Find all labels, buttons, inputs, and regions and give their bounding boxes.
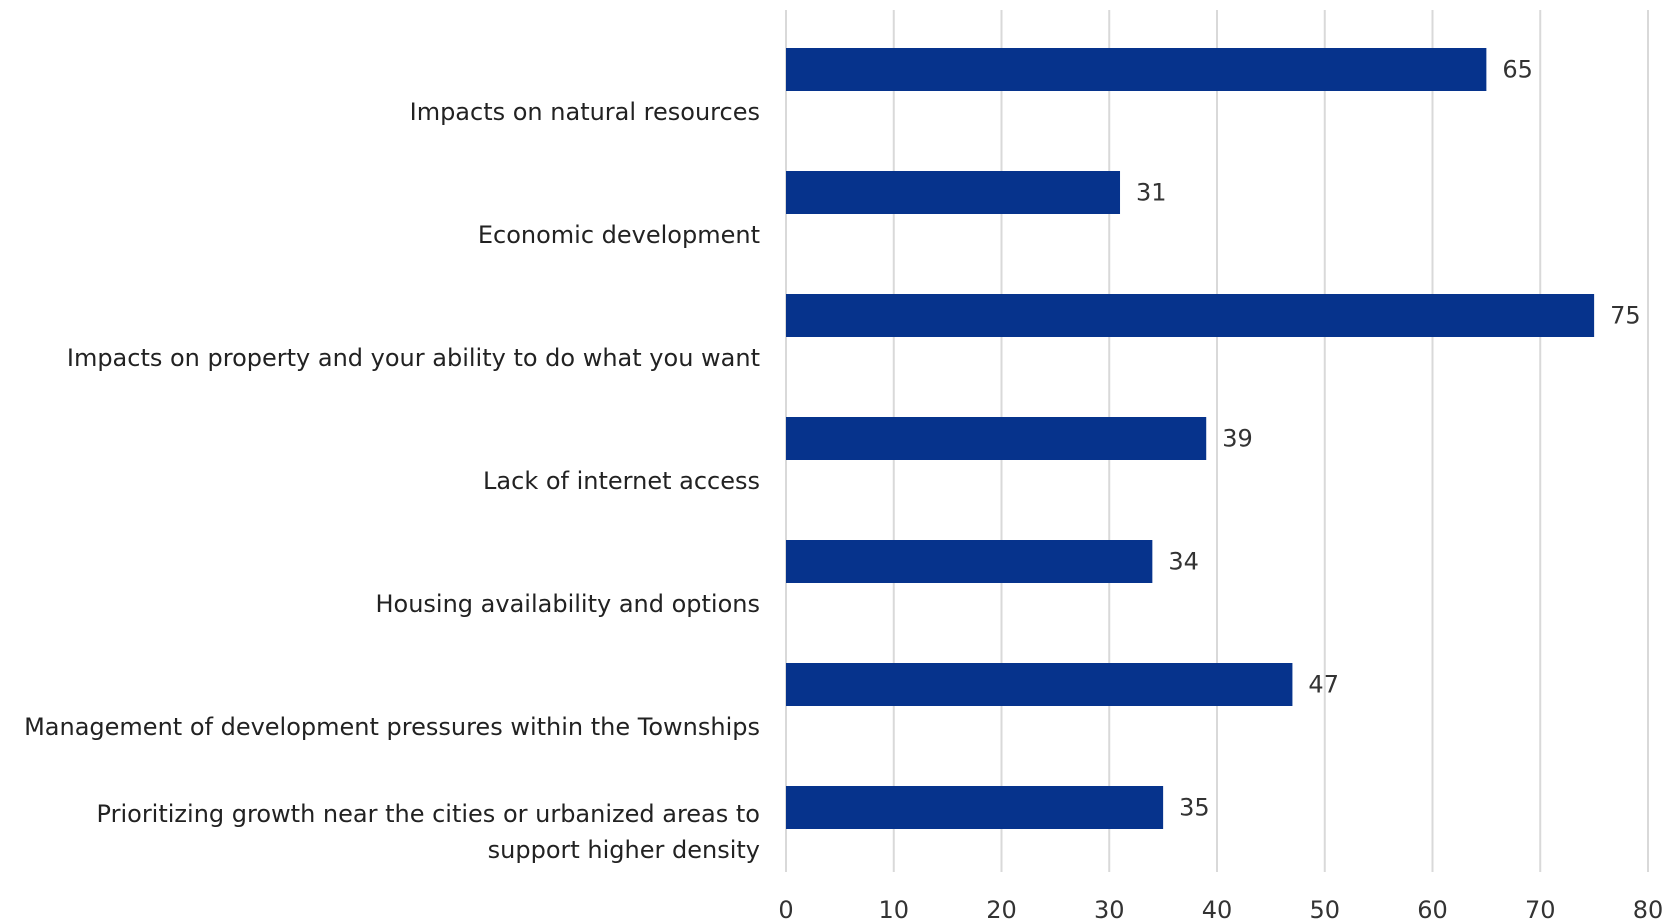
bar-3 [786, 417, 1207, 460]
data-label: 35 [1179, 794, 1210, 822]
category-label: Lack of internet access [483, 467, 760, 495]
x-tick-label: 70 [1525, 896, 1556, 924]
data-label: 65 [1502, 56, 1533, 84]
bar-4 [786, 540, 1153, 583]
x-tick-label: 60 [1417, 896, 1448, 924]
x-tick-label: 30 [1094, 896, 1125, 924]
category-label: Economic development [477, 221, 760, 249]
category-label: Prioritizing growth near the cities or u… [96, 800, 760, 864]
x-tick-label: 40 [1202, 896, 1233, 924]
x-tick-label: 0 [778, 896, 793, 924]
bar-6 [786, 786, 1164, 829]
category-label: Management of development pressures with… [24, 713, 760, 741]
data-label: 75 [1610, 302, 1641, 330]
bar-2 [786, 294, 1595, 337]
x-tick-label: 50 [1309, 896, 1340, 924]
category-label: Impacts on natural resources [409, 98, 760, 126]
x-tick-label: 10 [878, 896, 909, 924]
data-label: 39 [1222, 425, 1253, 453]
category-label: Housing availability and options [375, 590, 760, 618]
bar-5 [786, 663, 1293, 706]
bar-0 [786, 48, 1487, 91]
data-label: 31 [1136, 179, 1167, 207]
data-label: 47 [1308, 671, 1339, 699]
x-tick-label: 20 [986, 896, 1017, 924]
category-label: Impacts on property and your ability to … [66, 344, 760, 372]
x-tick-label: 80 [1633, 896, 1664, 924]
bar-1 [786, 171, 1121, 214]
data-label: 34 [1168, 548, 1199, 576]
